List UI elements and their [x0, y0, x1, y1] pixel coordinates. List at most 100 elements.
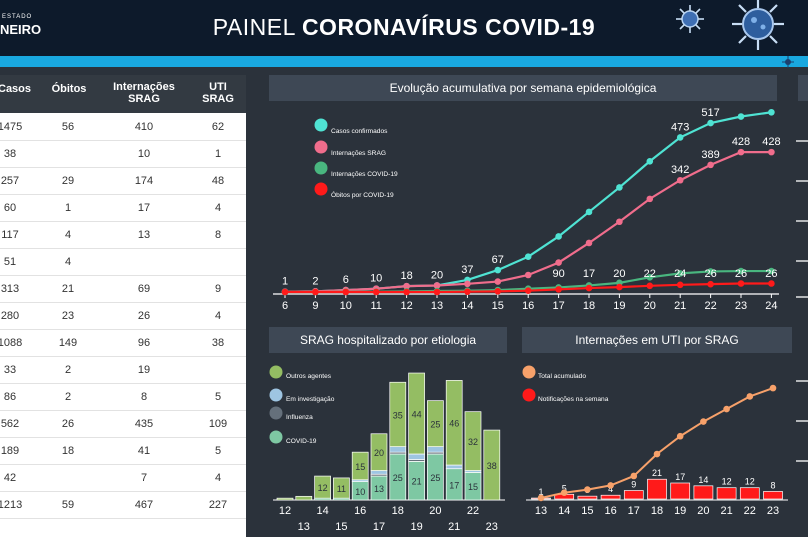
- x-tick-label: 19: [613, 300, 625, 312]
- bar-label: 1: [538, 487, 543, 497]
- table-cell: 280: [0, 310, 20, 322]
- stacked-bar-segment: [351, 451, 369, 481]
- table-row[interactable]: 42 7 4: [0, 464, 246, 492]
- table-row[interactable]: 86 2 8 5: [0, 383, 246, 411]
- cumulative-point: [653, 450, 661, 458]
- table-row[interactable]: 313 21 69 9: [0, 275, 246, 303]
- series-point: [646, 273, 654, 281]
- series-point: [281, 288, 289, 296]
- stacked-bar-segment: [295, 495, 313, 501]
- stacked-bar-segment: [408, 372, 425, 455]
- bar-label: 17: [675, 472, 685, 482]
- stacked-bar-segment: [445, 380, 463, 466]
- table-cell: 8: [140, 391, 148, 403]
- legend-marker: [269, 406, 283, 420]
- cumulative-point: [676, 432, 684, 440]
- table-row[interactable]: 280 23 26 4: [0, 302, 246, 330]
- series-point: [585, 284, 593, 292]
- bar-label: 4: [608, 484, 613, 494]
- x-tick-label: 16: [604, 505, 616, 517]
- table-row[interactable]: 562 26 435 109: [0, 410, 246, 438]
- table-cell: 86: [3, 391, 17, 403]
- table-row[interactable]: 51 4: [0, 248, 246, 276]
- table-cell: 38: [3, 148, 17, 160]
- table-row[interactable]: 38 10 1: [0, 140, 246, 168]
- uti-bar: [647, 478, 667, 500]
- stacked-bar-segment: [483, 429, 501, 501]
- bar-label: 5: [562, 483, 567, 493]
- series-point: [646, 195, 654, 203]
- bar-label: 20: [374, 448, 384, 458]
- table-row[interactable]: 257 29 174 48: [0, 167, 246, 195]
- header-uti[interactable]: UTI SRAG: [202, 81, 234, 105]
- cumulative-point: [723, 405, 730, 413]
- virus-icon: [676, 5, 704, 33]
- x-tick-label: 21: [720, 505, 732, 517]
- table-cell: 5: [214, 391, 222, 403]
- x-tick-label: 17: [628, 505, 640, 517]
- data-label: 18: [400, 270, 412, 282]
- bar-label: 25: [430, 420, 440, 430]
- header-internacoes[interactable]: Internações SRAG: [113, 81, 175, 105]
- table-row[interactable]: 189 18 41 5: [0, 437, 246, 465]
- table-cell: 96: [137, 337, 151, 349]
- stacked-bar-segment: [389, 446, 407, 453]
- bar-label: 21: [412, 477, 422, 487]
- uti-bar: [670, 482, 691, 500]
- table-cell: 56: [61, 121, 75, 133]
- stacked-bar-segment: [314, 475, 331, 499]
- header-obitos[interactable]: Óbitos: [51, 83, 87, 95]
- bar-label: 25: [393, 473, 403, 483]
- series-point: [768, 148, 775, 156]
- series-point: [555, 286, 562, 293]
- table-cell: 1213: [0, 499, 23, 511]
- data-label: 473: [671, 121, 689, 133]
- table-row[interactable]: 60 1 17 4: [0, 194, 246, 222]
- table-row[interactable]: 1213 59 467 227: [0, 491, 246, 519]
- uti-bar: [693, 485, 714, 500]
- series-point: [403, 288, 410, 296]
- legend-label: Internações SRAG: [331, 150, 386, 157]
- bar-label: 15: [355, 462, 365, 472]
- table-cell: 23: [61, 310, 75, 322]
- series-point: [707, 268, 714, 275]
- legend-marker: [314, 182, 328, 196]
- series-line-0: [284, 111, 772, 293]
- series-point: [494, 278, 502, 285]
- table-cell: 10: [137, 148, 151, 160]
- header-casos[interactable]: Casos: [0, 83, 32, 95]
- table-cell: 8: [214, 229, 222, 241]
- title-light: PAINEL: [212, 14, 302, 40]
- title-bold: CORONAVÍRUS COVID-19: [301, 14, 596, 40]
- stacked-bar-segment: [464, 411, 482, 471]
- series-point: [616, 283, 623, 291]
- bar-label: 12: [745, 477, 755, 487]
- x-tick-label: 21: [448, 521, 460, 533]
- bar-label: 13: [374, 484, 384, 494]
- data-label: 342: [671, 164, 689, 176]
- table-row[interactable]: 33 2 19: [0, 356, 246, 384]
- series-point: [737, 148, 745, 156]
- series-point: [676, 134, 684, 141]
- bar-label: 25: [430, 473, 440, 483]
- x-tick-label: 17: [552, 300, 564, 312]
- x-tick-label: 13: [535, 505, 547, 517]
- table-row[interactable]: 1475 56 410 62: [0, 113, 246, 141]
- brand-small: ESTADO: [2, 14, 33, 20]
- cumulative-point: [769, 384, 777, 392]
- table-row[interactable]: 117 4 13 8: [0, 221, 246, 249]
- uti-bar-chart: 11351431541691721181719142012211222823To…: [522, 365, 788, 517]
- table-cell: 2: [64, 391, 72, 403]
- table-row[interactable]: 1088 149 96 38: [0, 329, 246, 357]
- cumulative-point: [700, 418, 707, 425]
- x-tick-label: 17: [373, 521, 385, 533]
- series-point: [768, 267, 775, 275]
- bar-label: 46: [449, 419, 459, 429]
- srag-chart-title: SRAG hospitalizado por etiologia: [269, 327, 507, 353]
- legend-label: Óbitos por COVID-19: [331, 190, 394, 199]
- legend-label: Em investigação: [286, 396, 335, 403]
- x-tick-label: 14: [316, 505, 328, 517]
- table-cell: 4: [214, 472, 222, 484]
- series-point: [342, 288, 350, 296]
- table-cell: 13: [137, 229, 151, 241]
